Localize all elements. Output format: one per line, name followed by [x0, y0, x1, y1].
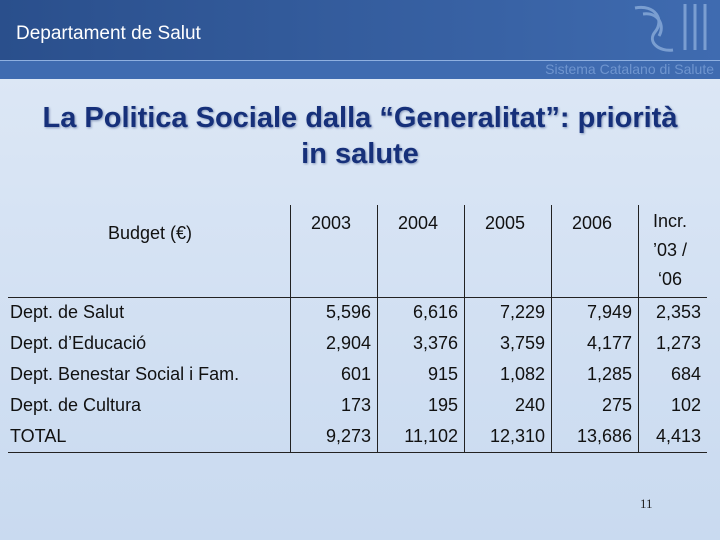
- header-bar: Departament de Salut: [0, 0, 720, 60]
- cell-value: 195: [377, 390, 465, 421]
- cell-value: 6,616: [377, 296, 465, 328]
- cell-value: 5,596: [290, 296, 378, 328]
- cell-increase: 1,273: [638, 328, 707, 359]
- cell-increase: 102: [638, 390, 707, 421]
- slide-title-line2: in salute: [301, 138, 419, 170]
- department-name: Departament de Salut: [16, 23, 201, 44]
- table-row: Dept. de Cultura 173 195 240 275 102: [8, 390, 707, 421]
- row-label: Dept. de Salut: [8, 296, 291, 328]
- cell-increase: 4,413: [638, 421, 707, 453]
- table-row: Dept. Benestar Social i Fam. 601 915 1,0…: [8, 359, 707, 390]
- column-header-2005: 2005: [464, 205, 552, 297]
- budget-table: Budget (€) 2003 2004 2005 2006 Incr. ’03…: [8, 205, 707, 453]
- cell-value: 1,082: [464, 359, 552, 390]
- cell-value: 4,177: [551, 328, 639, 359]
- cell-value: 12,310: [464, 421, 552, 453]
- column-header-2006: 2006: [551, 205, 639, 297]
- budget-corner-label: Budget (€): [107, 223, 193, 243]
- cell-value: 13,686: [551, 421, 639, 453]
- page-number: 11: [640, 496, 653, 511]
- incr-header-line1: Incr.: [652, 211, 687, 231]
- column-header-increase: Incr. ’03 / ‘06: [638, 205, 707, 297]
- cell-increase: 2,353: [638, 296, 707, 328]
- row-label: Dept. Benestar Social i Fam.: [10, 364, 240, 384]
- row-label: Dept. d’Educació: [10, 333, 147, 353]
- cell-value: 9,273: [290, 421, 378, 453]
- incr-header-line3: ‘06: [657, 269, 683, 289]
- cell-value: 915: [377, 359, 465, 390]
- column-header-2003: 2003: [290, 205, 378, 297]
- cell-increase: 684: [638, 359, 707, 390]
- cell-value: 275: [551, 390, 639, 421]
- cell-value: 2,904: [290, 328, 378, 359]
- table-row: Dept. d’Educació 2,904 3,376 3,759 4,177…: [8, 328, 707, 359]
- generalitat-logo-icon: [634, 4, 707, 52]
- table-row: Dept. de Salut 5,596 6,616 7,229 7,949 2…: [8, 296, 707, 328]
- row-label-total: TOTAL: [8, 421, 291, 453]
- cell-value: 3,376: [377, 328, 465, 359]
- cell-value: 7,229: [464, 296, 552, 328]
- table-header-row: Budget (€) 2003 2004 2005 2006 Incr. ’03…: [8, 205, 707, 297]
- cell-value: 601: [290, 359, 378, 390]
- cell-value: 3,759: [464, 328, 552, 359]
- cell-value: 7,949: [551, 296, 639, 328]
- row-label: Dept. de Cultura: [10, 395, 142, 415]
- cell-value: 11,102: [377, 421, 465, 453]
- cell-value: 240: [464, 390, 552, 421]
- slide-title-line1: La Politica Sociale dalla “Generalitat”:…: [42, 102, 678, 134]
- sub-header-bar: Sistema Catalano di Salute: [0, 60, 720, 79]
- slide-title: La Politica Sociale dalla “Generalitat”:…: [0, 100, 720, 172]
- cell-value: 1,285: [551, 359, 639, 390]
- column-header-2004: 2004: [377, 205, 465, 297]
- system-name: Sistema Catalano di Salute: [545, 61, 714, 77]
- cell-value: 173: [290, 390, 378, 421]
- table-row-total: TOTAL 9,273 11,102 12,310 13,686 4,413: [8, 421, 707, 453]
- incr-header-line2: ’03 /: [652, 240, 688, 260]
